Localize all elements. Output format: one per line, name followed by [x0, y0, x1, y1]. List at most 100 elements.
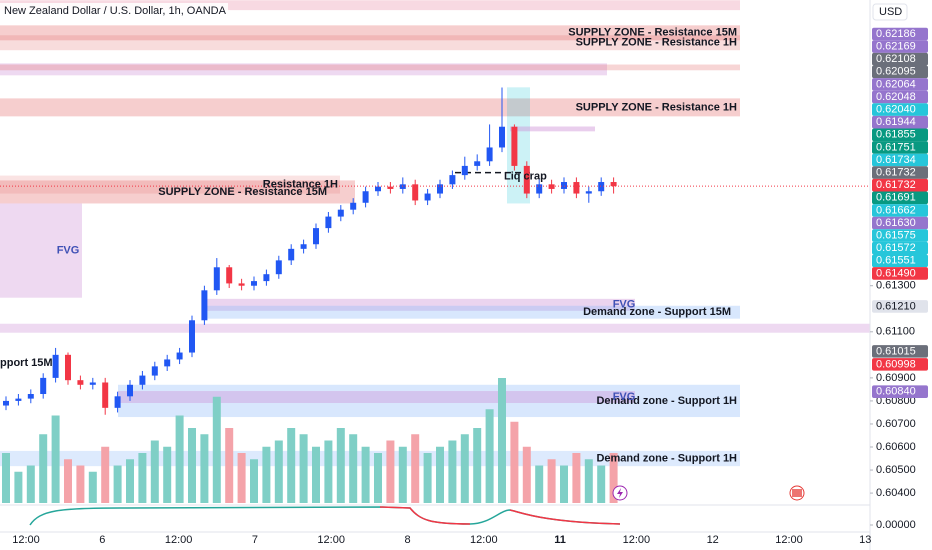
zone — [0, 35, 740, 51]
volume-bar — [572, 453, 581, 503]
fvg-label: FVG — [613, 299, 636, 311]
price-badge-label: 0.61944 — [876, 116, 916, 128]
zone-label: SUPPLY ZONE - Resistance 1H — [576, 101, 737, 113]
price-badge — [872, 216, 928, 230]
volume-bar — [237, 453, 246, 503]
volume-bar — [597, 465, 606, 503]
volume-bar — [225, 428, 234, 503]
zone-label: Resistance 1H — [263, 178, 338, 190]
candle-body — [585, 191, 592, 194]
fvg-label: FVG — [613, 391, 636, 403]
price-badge — [872, 254, 928, 268]
candle-body — [213, 267, 220, 291]
volume-bar — [498, 378, 506, 503]
candle-body — [77, 380, 84, 385]
x-tick-label: 12:00 — [623, 534, 651, 546]
zone — [0, 25, 740, 41]
volume-bar — [299, 434, 308, 503]
x-tick-label: 8 — [404, 534, 410, 546]
price-badge — [872, 141, 928, 154]
price-badge-label: 0.60840 — [876, 386, 916, 398]
price-badge-label: 0.61575 — [876, 230, 916, 242]
x-tick-label: 12:00 — [317, 534, 345, 546]
candle-body — [102, 382, 109, 408]
volume-bar — [274, 440, 283, 503]
candle-body — [548, 184, 555, 189]
volume-bar — [14, 471, 23, 503]
x-tick-label: 7 — [252, 534, 258, 546]
flag — [792, 489, 802, 497]
candle-body — [275, 260, 282, 275]
price-badge-label: 0.61732 — [876, 167, 916, 179]
price-badge — [872, 300, 928, 313]
price-badge — [872, 78, 928, 91]
volume-bar — [361, 446, 370, 503]
price-badge — [872, 128, 928, 142]
volume-bar — [188, 428, 196, 503]
volume-bar — [485, 409, 494, 503]
candle-body — [300, 244, 307, 249]
price-badge-label: 0.62186 — [876, 28, 916, 40]
currency-box[interactable] — [872, 3, 908, 21]
candle-body — [114, 396, 121, 408]
zones — [0, 0, 870, 467]
candle-body — [3, 400, 9, 406]
volume-bar — [312, 446, 320, 503]
candle-body — [251, 281, 257, 286]
y-tick-label: 0.60500 — [876, 464, 916, 476]
candle-body — [474, 161, 481, 166]
volume-bar — [150, 440, 159, 503]
zone — [0, 98, 740, 117]
x-tick-label: 12:00 — [12, 534, 40, 546]
x-tick-label: 6 — [99, 534, 105, 546]
zone — [205, 298, 635, 311]
price-badge — [872, 191, 928, 205]
candle-body — [461, 165, 468, 176]
candle-body — [27, 394, 34, 399]
volume — [2, 378, 618, 503]
price-badge-label: 0.62169 — [876, 41, 916, 53]
volume-bar — [163, 446, 172, 503]
zone — [118, 384, 740, 418]
candle-body — [424, 193, 431, 201]
price-badge — [872, 40, 928, 53]
volume-bar — [522, 446, 531, 503]
volume-bar — [101, 446, 110, 503]
currency: USD — [879, 6, 902, 18]
volume-bar — [423, 453, 432, 503]
zone — [0, 180, 355, 204]
price-badge-label: 0.61210 — [876, 300, 916, 312]
volume-bar — [126, 459, 134, 503]
candle-body — [313, 228, 319, 245]
y-tick-label: 0.60400 — [876, 487, 916, 499]
volume-bar — [324, 440, 333, 503]
zone — [0, 175, 340, 194]
price-badge-label: 0.61572 — [876, 242, 916, 254]
candle-body — [52, 354, 59, 378]
zone — [0, 64, 740, 71]
candle-body — [437, 184, 443, 194]
price-badge — [872, 90, 928, 104]
candle-body — [523, 165, 530, 194]
volume-bar — [336, 428, 345, 503]
indicator-line-down — [379, 506, 621, 525]
x-tick-label: 11 — [554, 534, 566, 546]
volume-bar — [88, 471, 97, 503]
price-badge-label: 0.61490 — [876, 267, 916, 279]
x-tick-label: 12:00 — [165, 534, 193, 546]
volume-bar — [560, 465, 568, 503]
price-badge-label: 0.61732 — [876, 179, 916, 191]
volume-bar — [411, 434, 420, 503]
price-badge-label: 0.62108 — [876, 53, 916, 65]
price-badge — [872, 115, 928, 129]
zone — [0, 323, 870, 333]
price-badge — [872, 345, 928, 358]
zone-label: Demand zone - Support 1H — [596, 452, 737, 464]
price-badge-label: 0.61751 — [876, 141, 916, 153]
volume-bar — [436, 446, 444, 503]
price-axis: 0.613000.611000.609000.608000.607000.606… — [870, 27, 928, 531]
price-badge-label: 0.62064 — [876, 78, 916, 90]
price-badge-label: 0.61662 — [876, 204, 916, 216]
